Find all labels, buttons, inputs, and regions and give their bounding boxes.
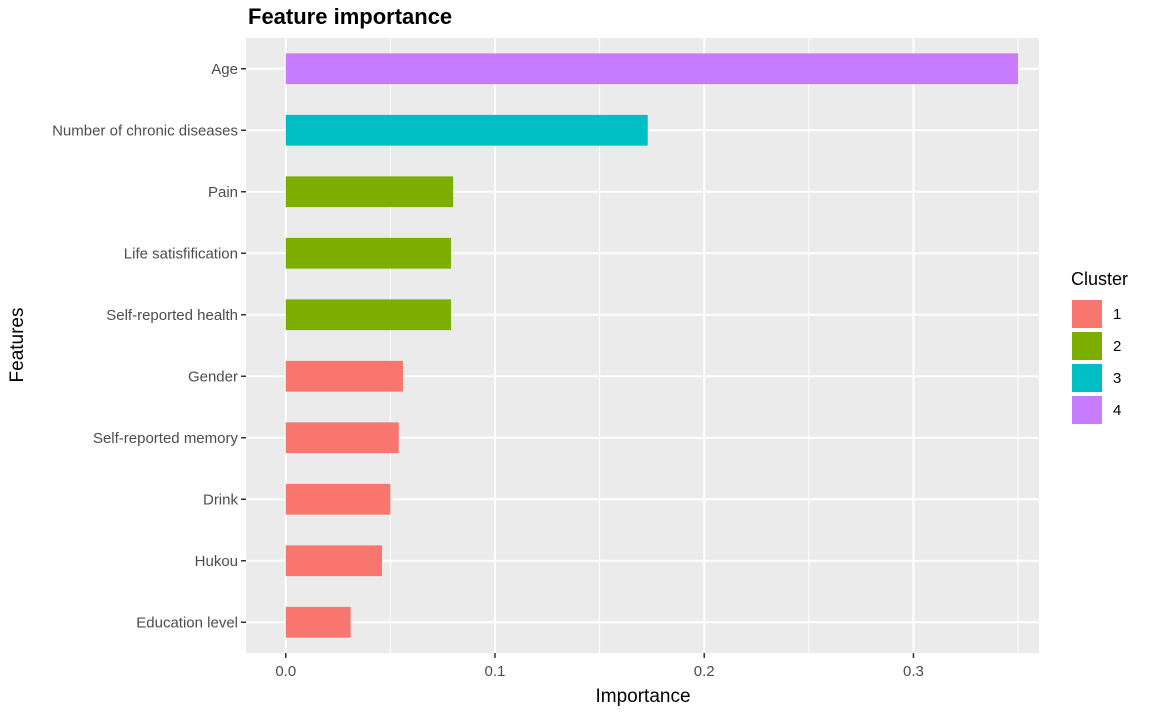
bar-pain: [285, 176, 454, 208]
y-tick-label: Life satisfification: [124, 245, 238, 262]
legend-swatch-1: [1072, 300, 1102, 328]
legend-label-4: 4: [1113, 402, 1121, 419]
x-tick-label: 0.1: [485, 663, 506, 680]
legend-swatch-2: [1072, 332, 1102, 360]
bar-hukou: [285, 545, 383, 577]
y-tick-label: Self-reported memory: [93, 430, 239, 447]
legend-title: Cluster: [1071, 269, 1128, 289]
x-axis-title: Importance: [595, 686, 690, 707]
x-tick-label: 0.3: [903, 663, 924, 680]
bar-education-level: [285, 606, 351, 638]
bars: [285, 53, 1019, 638]
bar-self-reported-health: [285, 299, 452, 331]
bar-drink: [285, 483, 391, 515]
x-axis: 0.0 0.1 0.2 0.3: [275, 653, 924, 680]
legend-label-1: 1: [1113, 306, 1121, 323]
x-tick-label: 0.0: [275, 663, 296, 680]
bar-number-of-chronic-diseases: [285, 114, 648, 146]
y-tick-label: Gender: [188, 368, 238, 385]
bar-age: [285, 53, 1019, 85]
legend-label-3: 3: [1113, 370, 1121, 387]
legend-label-2: 2: [1113, 338, 1121, 355]
legend-swatch-4: [1072, 396, 1102, 424]
bar-life-satisfification: [285, 237, 452, 269]
y-tick-label: Hukou: [195, 553, 238, 570]
y-tick-label: Pain: [208, 184, 238, 201]
legend-swatch-3: [1072, 364, 1102, 392]
y-tick-label: Education level: [136, 614, 238, 631]
y-axis-title: Features: [7, 308, 28, 383]
y-tick-label: Number of chronic diseases: [52, 122, 238, 139]
y-tick-label: Self-reported health: [106, 307, 238, 324]
y-axis: Age Number of chronic diseases Pain Life sa…: [52, 61, 246, 631]
x-tick-label: 0.2: [694, 663, 715, 680]
bar-self-reported-memory: [285, 422, 399, 454]
bar-gender: [285, 360, 403, 392]
y-tick-label: Drink: [203, 491, 239, 508]
chart-title: Feature importance: [248, 4, 452, 29]
legend: Cluster 1 2 3 4: [1071, 269, 1128, 424]
y-tick-label: Age: [211, 61, 238, 78]
